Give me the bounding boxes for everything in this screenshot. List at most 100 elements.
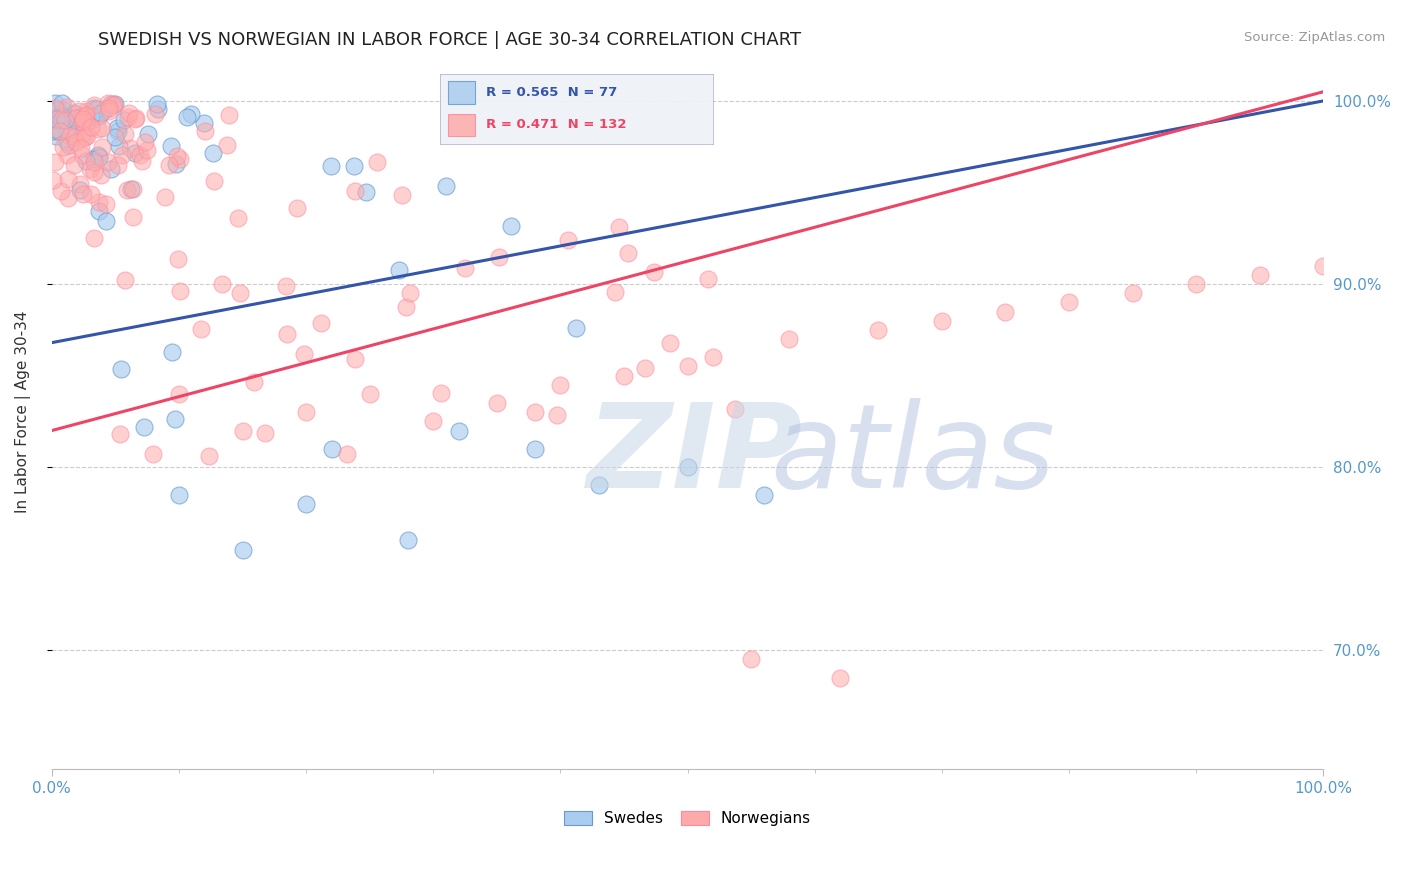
Point xyxy=(65,111,87,125)
Point xyxy=(276,279,298,293)
Point xyxy=(740,652,762,666)
Point xyxy=(165,157,187,171)
Point xyxy=(176,110,198,124)
Point xyxy=(193,116,215,130)
Point xyxy=(111,148,134,162)
Point xyxy=(75,153,97,168)
Point xyxy=(108,427,131,442)
Point xyxy=(83,154,105,169)
Point xyxy=(523,442,546,456)
Point xyxy=(49,184,72,198)
Point xyxy=(434,178,457,193)
Point xyxy=(430,386,453,401)
Point xyxy=(100,162,122,177)
Point xyxy=(115,183,138,197)
Point xyxy=(41,124,63,138)
Point xyxy=(94,214,117,228)
Point xyxy=(65,135,87,149)
Text: ZIP: ZIP xyxy=(586,398,801,513)
Point xyxy=(1249,268,1271,282)
Point xyxy=(104,130,127,145)
Point xyxy=(72,186,94,201)
Point xyxy=(69,116,91,130)
Point xyxy=(83,97,105,112)
Point xyxy=(523,405,546,419)
Point xyxy=(90,105,112,120)
Point xyxy=(107,123,129,137)
Point xyxy=(56,172,79,186)
Point xyxy=(42,173,65,187)
Point xyxy=(243,375,266,389)
Point xyxy=(83,165,105,179)
Point xyxy=(136,127,159,141)
Point xyxy=(830,671,852,685)
Point xyxy=(69,177,91,191)
Point xyxy=(228,286,250,301)
Point xyxy=(89,150,111,164)
Point xyxy=(388,263,411,277)
Text: SWEDISH VS NORWEGIAN IN LABOR FORCE | AGE 30-34 CORRELATION CHART: SWEDISH VS NORWEGIAN IN LABOR FORCE | AG… xyxy=(98,31,801,49)
Point xyxy=(129,148,152,162)
Point xyxy=(613,368,636,383)
Point xyxy=(643,265,665,279)
Point xyxy=(354,185,377,199)
Point xyxy=(292,347,315,361)
Point xyxy=(58,138,80,153)
Point xyxy=(73,129,96,144)
Point xyxy=(634,360,657,375)
Point xyxy=(49,124,72,138)
Point xyxy=(87,204,110,219)
Point xyxy=(336,447,359,461)
Point xyxy=(359,387,381,401)
Point xyxy=(45,124,67,138)
Point xyxy=(52,110,75,124)
Point xyxy=(79,162,101,177)
Point xyxy=(588,478,610,492)
Point xyxy=(702,351,724,365)
Point xyxy=(103,96,125,111)
Point xyxy=(97,96,120,111)
Point xyxy=(868,323,890,337)
Point xyxy=(447,424,470,438)
Point xyxy=(295,497,318,511)
Point xyxy=(1057,295,1080,310)
Point xyxy=(112,112,135,127)
Point xyxy=(58,123,80,137)
Point xyxy=(49,113,72,128)
Point xyxy=(86,102,108,116)
Point xyxy=(90,168,112,182)
Point xyxy=(190,322,212,336)
Point xyxy=(60,112,83,126)
Point xyxy=(56,135,79,149)
Point xyxy=(72,112,94,126)
Point xyxy=(76,128,98,143)
Point xyxy=(122,210,145,224)
Point xyxy=(52,103,75,117)
Point xyxy=(96,154,118,169)
Point xyxy=(89,109,111,123)
Point xyxy=(114,128,136,142)
Point xyxy=(546,409,568,423)
Text: Source: ZipAtlas.com: Source: ZipAtlas.com xyxy=(1244,31,1385,45)
Point xyxy=(105,121,128,136)
Point xyxy=(142,446,165,460)
Point xyxy=(94,196,117,211)
Point xyxy=(159,139,181,153)
Point xyxy=(58,191,80,205)
Point xyxy=(118,140,141,154)
Point xyxy=(90,140,112,154)
Point xyxy=(167,488,190,502)
Point xyxy=(53,112,76,127)
Point xyxy=(166,149,188,163)
Point xyxy=(169,285,191,299)
Point xyxy=(366,154,388,169)
Point xyxy=(45,103,67,117)
Text: atlas: atlas xyxy=(770,398,1054,512)
Point xyxy=(1185,277,1208,291)
Point xyxy=(658,336,681,351)
Point xyxy=(51,95,73,110)
Point xyxy=(75,115,97,129)
Point xyxy=(321,442,343,456)
Point xyxy=(124,145,146,160)
Point xyxy=(931,313,953,327)
